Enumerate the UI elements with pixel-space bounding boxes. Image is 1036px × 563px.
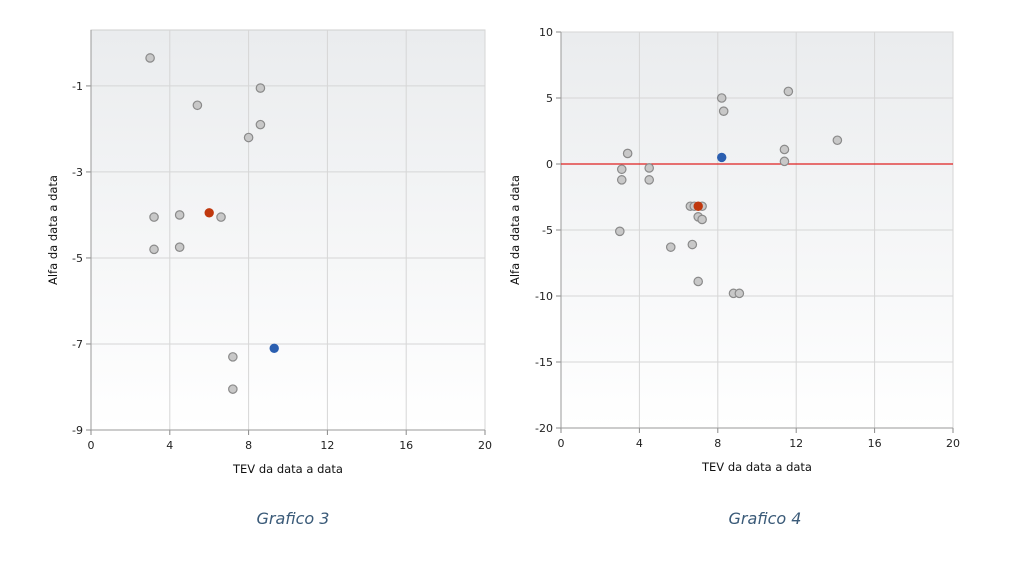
highlight-point-red bbox=[693, 201, 703, 211]
data-point bbox=[174, 242, 185, 253]
data-point bbox=[149, 244, 159, 255]
y-tick-label: 5 bbox=[546, 92, 553, 105]
data-point bbox=[216, 212, 226, 222]
data-point bbox=[255, 83, 266, 93]
data-point bbox=[616, 175, 627, 185]
data-point bbox=[687, 239, 698, 250]
data-point bbox=[174, 210, 185, 220]
chart-caption: Grafico 3 bbox=[257, 509, 330, 528]
highlight-point-blue bbox=[269, 343, 279, 353]
x-tick-label: 20 bbox=[946, 437, 960, 450]
x-tick-label: 12 bbox=[789, 437, 803, 450]
data-point bbox=[697, 214, 707, 225]
plot-area bbox=[90, 29, 486, 431]
x-tick-label: 12 bbox=[320, 439, 334, 452]
highlight-point-blue bbox=[717, 152, 727, 163]
x-tick-label: 0 bbox=[558, 437, 565, 450]
y-tick-label: 0 bbox=[546, 158, 553, 171]
x-tick-label: 0 bbox=[88, 439, 95, 452]
data-point bbox=[145, 53, 155, 63]
data-point bbox=[622, 148, 633, 159]
data-point bbox=[616, 164, 627, 175]
x-tick-label: 16 bbox=[399, 439, 413, 452]
x-tick-label: 4 bbox=[166, 439, 173, 452]
y-tick-label: -3 bbox=[72, 166, 83, 179]
x-tick-label: 8 bbox=[245, 439, 252, 452]
y-tick-label: -7 bbox=[72, 338, 83, 351]
chart-caption: Grafico 4 bbox=[729, 509, 802, 528]
y-tick-label: -15 bbox=[535, 356, 553, 369]
y-tick-label: 10 bbox=[539, 26, 553, 39]
chart-2: 0 4 8 12 16 20 10 5 0 -5 -10 -15 -20 TEV da data a da… bbox=[508, 26, 960, 528]
y-axis-title: Alfa da data a data bbox=[508, 175, 522, 285]
data-point bbox=[783, 86, 794, 97]
y-tick-label: -5 bbox=[542, 224, 553, 237]
y-tick-label: -20 bbox=[535, 422, 553, 435]
data-point bbox=[149, 212, 159, 222]
data-point bbox=[779, 156, 790, 167]
highlight-point-red bbox=[204, 208, 214, 218]
data-point bbox=[255, 119, 266, 130]
data-point bbox=[192, 100, 203, 111]
data-point bbox=[644, 163, 654, 173]
data-point bbox=[228, 352, 238, 362]
x-tick-label: 4 bbox=[636, 437, 643, 450]
x-tick-label: 16 bbox=[868, 437, 882, 450]
x-axis-title: TEV da data a data bbox=[232, 462, 343, 476]
data-point bbox=[644, 175, 654, 185]
y-tick-label: -5 bbox=[72, 252, 83, 265]
data-point bbox=[228, 384, 238, 394]
x-axis-title: TEV da data a data bbox=[701, 460, 812, 474]
y-axis-title: Alfa da data a data bbox=[46, 175, 60, 285]
data-point bbox=[779, 144, 790, 155]
x-tick-label: 20 bbox=[478, 439, 492, 452]
data-point bbox=[734, 288, 745, 299]
y-tick-label: -10 bbox=[535, 290, 553, 303]
data-point bbox=[614, 226, 625, 237]
y-tick-label: -9 bbox=[72, 424, 83, 437]
data-point bbox=[665, 242, 676, 252]
chart-1: 0 4 8 12 16 20 -1 -3 -5 -7 -9 TEV da data a data Alf… bbox=[46, 29, 492, 528]
data-point bbox=[832, 135, 843, 146]
data-point bbox=[243, 132, 254, 143]
data-point bbox=[693, 276, 703, 287]
data-point bbox=[716, 93, 727, 103]
x-tick-label: 8 bbox=[714, 437, 721, 450]
y-tick-label: -1 bbox=[72, 80, 83, 93]
data-point bbox=[718, 106, 729, 116]
